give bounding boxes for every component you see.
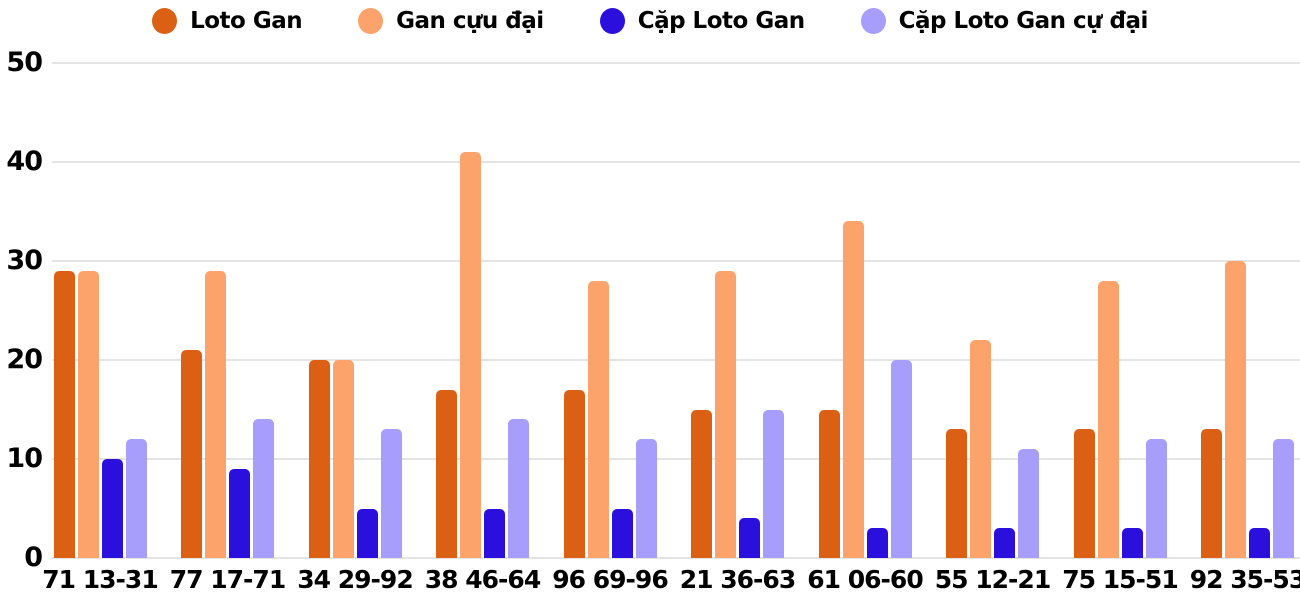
chart-legend: Loto Gan Gan cựu đại Cặp Loto Gan Cặp Loto … — [0, 0, 1300, 42]
x-axis-label: 61 06-60 — [807, 565, 923, 594]
y-axis-label: 50 — [6, 47, 43, 78]
bar[interactable] — [101, 459, 123, 558]
bar[interactable] — [53, 270, 75, 558]
y-axis-label: 40 — [6, 146, 43, 177]
bar[interactable] — [970, 340, 991, 558]
x-axis-label: 92 35-53 — [1189, 565, 1300, 594]
bar[interactable] — [356, 508, 378, 558]
bar[interactable] — [587, 280, 609, 558]
bar[interactable] — [1249, 528, 1270, 558]
bar[interactable] — [842, 221, 864, 558]
bar[interactable] — [763, 409, 784, 558]
bar[interactable] — [1273, 439, 1294, 558]
legend-dot-icon — [152, 8, 178, 34]
bar[interactable] — [308, 360, 330, 558]
bar[interactable] — [332, 360, 354, 558]
bar[interactable] — [205, 270, 226, 558]
bar[interactable] — [253, 419, 274, 558]
bar[interactable] — [946, 429, 967, 558]
x-axis-label: 75 15-51 — [1062, 565, 1178, 594]
bar[interactable] — [994, 528, 1015, 558]
gridline — [52, 62, 1300, 64]
bar[interactable] — [866, 528, 888, 558]
bar[interactable] — [1073, 429, 1095, 558]
legend-label: Cặp Loto Gan — [637, 8, 805, 34]
legend-dot-icon — [860, 8, 886, 34]
legend-label: Cặp Loto Gan cự đại — [898, 8, 1149, 34]
bar[interactable] — [380, 429, 402, 558]
bar[interactable] — [436, 389, 457, 558]
bar[interactable] — [484, 508, 505, 558]
x-axis-label: 77 17-71 — [169, 565, 286, 594]
x-axis-label: 38 46-64 — [424, 565, 541, 594]
legend-item-series-3[interactable]: Cặp Loto Gan — [599, 8, 805, 34]
gridline — [52, 161, 1300, 163]
x-axis-label: 55 12-21 — [934, 565, 1051, 594]
bar[interactable] — [1201, 429, 1222, 558]
bar[interactable] — [563, 389, 585, 558]
y-axis-label: 0 — [24, 542, 43, 573]
x-axis-label: 21 36-63 — [679, 565, 796, 594]
x-axis-label: 96 69-96 — [552, 565, 668, 594]
gridline — [52, 458, 1300, 460]
gridline — [52, 260, 1300, 262]
bar[interactable] — [460, 152, 481, 558]
bar[interactable] — [1097, 280, 1119, 558]
bar[interactable] — [715, 270, 736, 558]
legend-item-series-1[interactable]: Loto Gan — [152, 8, 303, 34]
gridline — [52, 359, 1300, 361]
legend-dot-icon — [358, 8, 384, 34]
gridline — [52, 557, 1300, 559]
y-axis-label: 30 — [6, 245, 43, 276]
bar[interactable] — [229, 468, 250, 558]
bar[interactable] — [890, 360, 912, 558]
x-axis-label: 34 29-92 — [297, 565, 413, 594]
bar[interactable] — [125, 439, 147, 558]
bar[interactable] — [1225, 261, 1246, 558]
legend-item-series-2[interactable]: Gan cựu đại — [358, 8, 544, 34]
bar[interactable] — [508, 419, 529, 558]
legend-dot-icon — [599, 8, 625, 34]
bar[interactable] — [739, 518, 760, 558]
y-axis-label: 10 — [6, 443, 43, 474]
bar[interactable] — [611, 508, 633, 558]
legend-label: Gan cựu đại — [396, 8, 544, 34]
bar[interactable] — [1121, 528, 1143, 558]
bar[interactable] — [1145, 439, 1167, 558]
legend-label: Loto Gan — [190, 8, 303, 34]
bar[interactable] — [77, 270, 99, 558]
x-axis-label: 71 13-31 — [42, 565, 158, 594]
y-axis-label: 20 — [6, 344, 43, 375]
bar[interactable] — [1018, 449, 1039, 558]
bar[interactable] — [818, 409, 840, 558]
bar[interactable] — [691, 409, 712, 558]
bar[interactable] — [181, 350, 202, 558]
bar[interactable] — [635, 439, 657, 558]
legend-item-series-4[interactable]: Cặp Loto Gan cự đại — [860, 8, 1149, 34]
